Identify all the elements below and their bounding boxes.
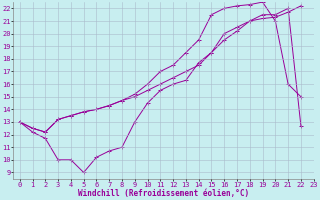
- X-axis label: Windchill (Refroidissement éolien,°C): Windchill (Refroidissement éolien,°C): [78, 189, 249, 198]
